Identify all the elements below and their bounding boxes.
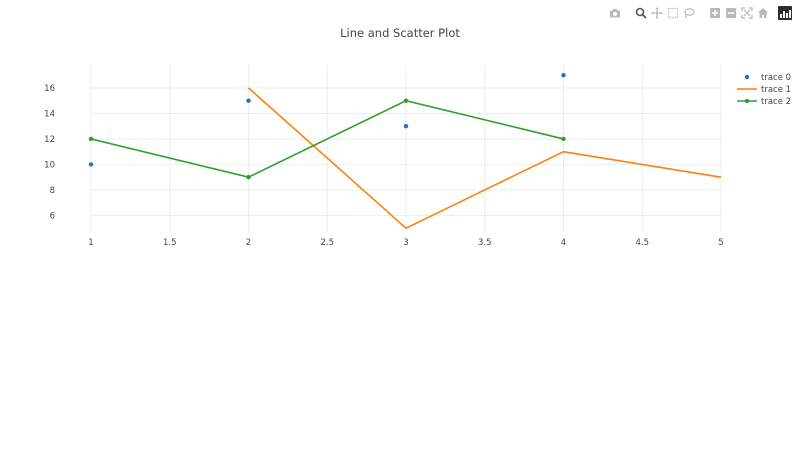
legend-item[interactable]: trace 0 bbox=[744, 73, 791, 83]
data-point[interactable] bbox=[403, 123, 409, 129]
zoom-out-icon[interactable] bbox=[724, 6, 738, 20]
x-tick-label: 3.5 bbox=[478, 238, 492, 248]
series-trace-1 bbox=[247, 87, 722, 230]
reset-axes-icon[interactable] bbox=[756, 6, 770, 20]
legend-marker-swatch bbox=[744, 74, 750, 80]
x-tick-label: 2.5 bbox=[320, 238, 334, 248]
y-tick-label: 6 bbox=[50, 211, 55, 221]
x-tick-label: 4 bbox=[561, 238, 566, 248]
y-tick-label: 8 bbox=[50, 186, 55, 196]
x-tick-label: 2 bbox=[246, 238, 251, 248]
legend-marker-swatch bbox=[744, 98, 750, 104]
x-tick-label: 3 bbox=[403, 238, 408, 248]
series-line bbox=[247, 87, 722, 230]
series-trace-0 bbox=[88, 72, 566, 167]
modebar bbox=[608, 6, 792, 20]
plotly-logo-icon[interactable] bbox=[778, 6, 792, 20]
legend-label: trace 1 bbox=[761, 85, 791, 95]
series-line bbox=[90, 99, 564, 179]
box-select-icon[interactable] bbox=[666, 6, 680, 20]
autoscale-icon[interactable] bbox=[740, 6, 754, 20]
tick-layer: 1 1.5 2 2.5 3 3.5 4 4.5 5 6 8 10 12 14 16 bbox=[44, 84, 724, 248]
data-point[interactable] bbox=[88, 136, 94, 142]
y-tick-label: 16 bbox=[44, 84, 55, 94]
data-point[interactable] bbox=[246, 98, 251, 103]
zoom-in-icon[interactable] bbox=[708, 6, 722, 20]
chart-title: Line and Scatter Plot bbox=[340, 26, 460, 40]
x-tick-label: 1.5 bbox=[163, 238, 177, 248]
y-tick-label: 14 bbox=[44, 109, 55, 119]
legend-item[interactable]: trace 1 bbox=[737, 85, 791, 95]
legend: trace 0 trace 1 trace 2 bbox=[737, 73, 791, 107]
camera-icon[interactable] bbox=[608, 6, 622, 20]
series-trace-2 bbox=[88, 98, 566, 180]
data-point[interactable] bbox=[403, 98, 409, 103]
pan-icon[interactable] bbox=[650, 6, 664, 20]
zoom-icon[interactable] bbox=[634, 6, 648, 20]
series-layer bbox=[88, 72, 722, 230]
legend-label: trace 0 bbox=[761, 73, 791, 83]
data-point[interactable] bbox=[561, 72, 566, 78]
data-point[interactable] bbox=[561, 136, 566, 142]
legend-label: trace 2 bbox=[761, 97, 791, 107]
x-tick-label: 4.5 bbox=[635, 238, 649, 248]
x-tick-label: 1 bbox=[88, 238, 93, 248]
x-tick-label: 5 bbox=[718, 238, 723, 248]
data-point[interactable] bbox=[88, 162, 94, 167]
lasso-select-icon[interactable] bbox=[682, 6, 696, 20]
data-point[interactable] bbox=[246, 174, 251, 180]
y-tick-label: 10 bbox=[44, 160, 55, 170]
y-tick-label: 12 bbox=[44, 135, 55, 145]
grid-layer bbox=[90, 65, 722, 232]
legend-item[interactable]: trace 2 bbox=[737, 97, 791, 107]
